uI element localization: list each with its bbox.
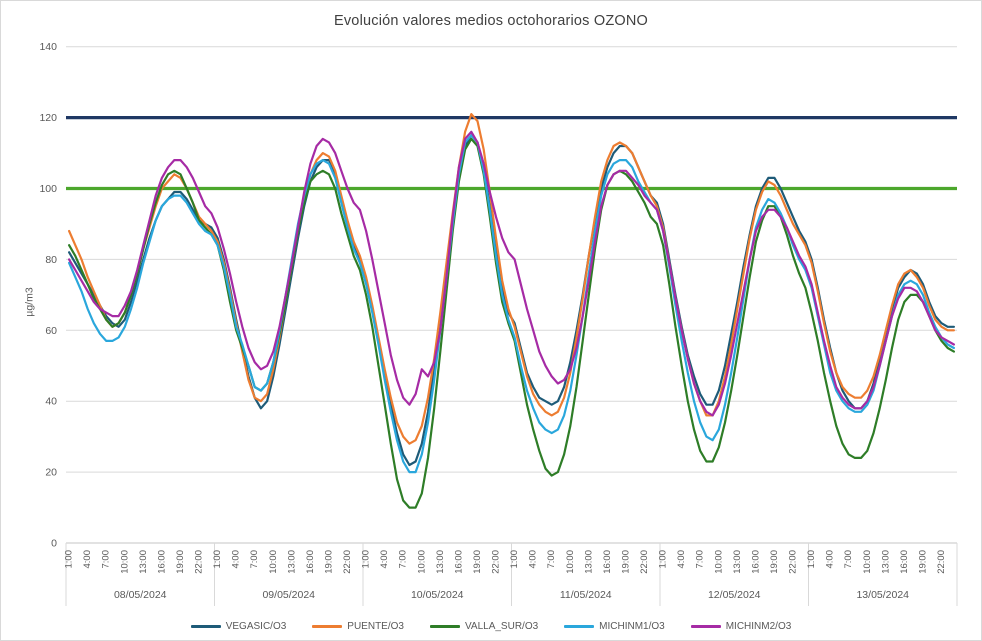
legend-item-vegasic-o3[interactable]: VEGASIC/O3 xyxy=(190,621,287,632)
x-tick-label: 4:00 xyxy=(676,550,687,569)
y-tick-label-80: 80 xyxy=(45,254,57,266)
x-tick-label: 7:00 xyxy=(249,550,260,569)
x-tick-label: 13:00 xyxy=(583,550,594,574)
x-tick-label: 7:00 xyxy=(101,550,112,569)
x-tick-label: 22:00 xyxy=(194,550,205,574)
x-tick-label: 7:00 xyxy=(843,550,854,569)
legend-label: MICHINM1/O3 xyxy=(599,621,665,632)
legend-label: PUENTE/O3 xyxy=(347,621,404,632)
x-tick-label: 13:00 xyxy=(732,550,743,574)
legend-swatch-icon xyxy=(690,624,721,629)
y-tick-label-20: 20 xyxy=(45,467,57,479)
x-tick-label: 10:00 xyxy=(268,550,279,574)
x-tick-label: 19:00 xyxy=(620,550,631,574)
x-tick-label: 4:00 xyxy=(82,550,93,569)
x-tick-label: 22:00 xyxy=(936,550,947,574)
day-label-4: 12/05/2024 xyxy=(708,589,761,601)
x-tick-label: 10:00 xyxy=(862,550,873,574)
series-line-michinm1-o3 xyxy=(67,134,956,474)
legend-label: VEGASIC/O3 xyxy=(225,621,287,632)
x-tick-label: 1:00 xyxy=(361,550,372,569)
legend-label: VALLA_SUR/O3 xyxy=(464,621,539,632)
series-line-michinm2-o3 xyxy=(67,130,956,417)
series-line-vegasic-o3 xyxy=(67,134,956,467)
series-line-puente-o3 xyxy=(67,112,956,445)
x-tick-label: 10:00 xyxy=(565,550,576,574)
day-label-2: 10/05/2024 xyxy=(411,589,464,601)
x-tick-label: 16:00 xyxy=(453,550,464,574)
x-tick-label: 7:00 xyxy=(695,550,706,569)
y-tick-label-120: 120 xyxy=(39,112,57,124)
legend-swatch-icon xyxy=(564,624,595,629)
day-label-5: 13/05/2024 xyxy=(856,589,909,601)
y-tick-label-100: 100 xyxy=(39,183,57,195)
chart-title: Evolución valores medios octohorarios OZ… xyxy=(333,13,649,29)
x-tick-label: 4:00 xyxy=(231,550,242,569)
x-tick-label: 19:00 xyxy=(917,550,928,574)
legend: VEGASIC/O3 PUENTE/O3 VALLA_SUR/O3 MICHINM1/… xyxy=(1,621,981,632)
legend-label: MICHINM2/O3 xyxy=(725,621,792,632)
x-tick-label: 13:00 xyxy=(138,550,149,574)
y-tick-label-60: 60 xyxy=(45,325,57,337)
y-tick-label-140: 140 xyxy=(39,41,57,53)
x-tick-label: 16:00 xyxy=(750,550,761,574)
x-tick-label: 16:00 xyxy=(899,550,910,574)
x-tick-label: 13:00 xyxy=(880,550,891,574)
legend-item-puente-o3[interactable]: PUENTE/O3 xyxy=(312,621,404,632)
day-label-3: 11/05/2024 xyxy=(560,589,612,601)
x-tick-label: 4:00 xyxy=(825,550,836,569)
x-tick-label: 1:00 xyxy=(806,550,817,569)
x-tick-label: 19:00 xyxy=(769,550,780,574)
x-tick-label: 22:00 xyxy=(342,550,353,574)
x-tick-label: 16:00 xyxy=(305,550,316,574)
x-tick-label: 4:00 xyxy=(528,550,539,569)
legend-item-michinm2-o3[interactable]: MICHINM2/O3 xyxy=(690,621,792,632)
x-tick-label: 1:00 xyxy=(658,550,669,569)
x-tick-label: 1:00 xyxy=(212,550,223,569)
x-tick-label: 10:00 xyxy=(119,550,130,574)
legend-swatch-icon xyxy=(190,624,221,629)
x-tick-label: 19:00 xyxy=(472,550,483,574)
x-tick-label: 22:00 xyxy=(639,550,650,574)
x-tick-label: 19:00 xyxy=(323,550,334,574)
x-tick-label: 7:00 xyxy=(398,550,409,569)
x-tick-label: 7:00 xyxy=(546,550,557,569)
legend-item-michinm1-o3[interactable]: MICHINM1/O3 xyxy=(564,621,665,632)
x-tick-label: 4:00 xyxy=(379,550,390,569)
x-tick-label: 19:00 xyxy=(175,550,186,574)
x-tick-label: 13:00 xyxy=(286,550,297,574)
x-tick-label: 22:00 xyxy=(788,550,799,574)
x-tick-label: 1:00 xyxy=(64,550,75,569)
day-label-1: 09/05/2024 xyxy=(262,589,315,601)
legend-item-valla-sur-o3[interactable]: VALLA_SUR/O3 xyxy=(429,621,539,632)
x-tick-label: 22:00 xyxy=(491,550,502,574)
x-tick-label: 16:00 xyxy=(156,550,167,574)
legend-swatch-icon xyxy=(429,624,460,629)
x-tick-label: 13:00 xyxy=(435,550,446,574)
x-tick-label: 10:00 xyxy=(713,550,724,574)
day-label-0: 08/05/2024 xyxy=(114,589,167,601)
y-tick-label-0: 0 xyxy=(51,538,57,550)
x-tick-label: 1:00 xyxy=(509,550,520,569)
x-tick-label: 16:00 xyxy=(602,550,613,574)
legend-swatch-icon xyxy=(312,624,343,629)
y-tick-label-40: 40 xyxy=(45,396,57,408)
y-axis-title: µg/m3 xyxy=(23,287,36,317)
x-tick-label: 10:00 xyxy=(416,550,427,574)
